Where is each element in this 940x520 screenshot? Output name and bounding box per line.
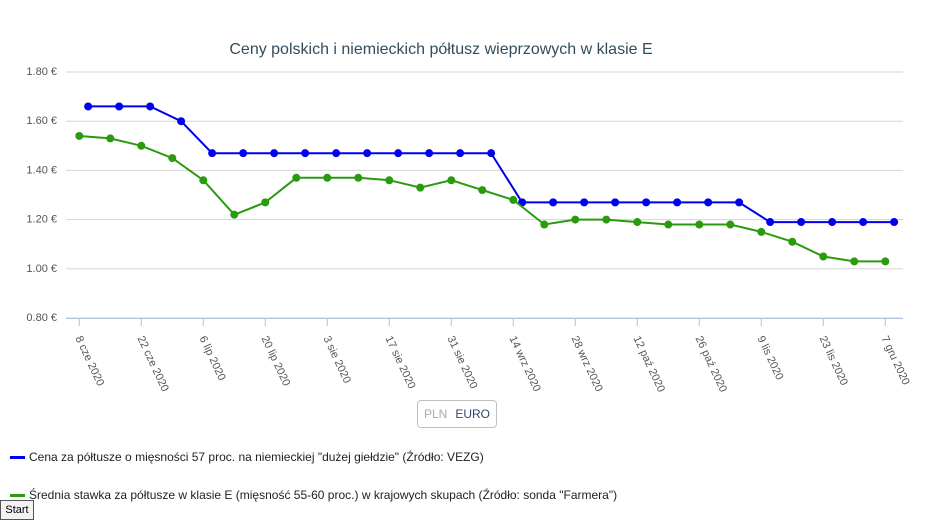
legend-swatch-blue xyxy=(10,455,25,459)
data-point xyxy=(859,218,868,227)
y-tick-label: 1.20 € xyxy=(26,214,57,226)
series-farmer xyxy=(75,131,890,266)
data-point xyxy=(673,198,682,207)
data-point xyxy=(611,198,620,207)
data-point xyxy=(106,134,115,143)
series-line xyxy=(79,135,886,263)
data-point xyxy=(301,149,310,158)
grid-layer xyxy=(66,71,903,319)
data-point xyxy=(704,198,713,207)
data-point xyxy=(580,198,589,207)
data-point xyxy=(385,176,394,185)
data-point xyxy=(115,102,124,111)
series-layer xyxy=(75,102,899,266)
data-point xyxy=(890,218,899,227)
x-tick-label: 12 paź 2020 xyxy=(631,334,667,394)
x-tick-label: 17 sie 2020 xyxy=(383,334,418,391)
data-point xyxy=(447,176,456,185)
data-point xyxy=(487,149,496,158)
data-point xyxy=(509,195,518,204)
x-tick-label: 20 lip 2020 xyxy=(259,334,293,388)
data-point xyxy=(146,102,155,111)
x-tick-label: 31 sie 2020 xyxy=(445,334,480,391)
y-tick-label: 1.40 € xyxy=(26,164,57,176)
data-point xyxy=(726,220,735,229)
x-tick-label: 3 sie 2020 xyxy=(321,334,353,385)
x-tick-label: 6 lip 2020 xyxy=(197,334,228,382)
legend-item-farmer[interactable]: Średnia stawka za półtusze w klasie E (m… xyxy=(10,488,617,502)
series-line xyxy=(88,105,895,224)
data-point xyxy=(168,154,177,163)
y-tick-label: 1.60 € xyxy=(26,115,57,127)
legend-item-vezg[interactable]: Cena za półtusze o mięsności 57 proc. na… xyxy=(10,450,484,464)
x-tick-label: 9 lis 2020 xyxy=(755,334,786,382)
data-point xyxy=(177,117,186,126)
data-point xyxy=(354,173,363,182)
x-tick-label: 23 lis 2020 xyxy=(817,334,850,387)
data-point xyxy=(456,149,465,158)
x-tick-label: 7 gru 2020 xyxy=(879,334,912,387)
data-point xyxy=(208,149,217,158)
data-point xyxy=(571,215,580,224)
series-vezg xyxy=(84,102,899,227)
data-point xyxy=(84,102,93,111)
x-tick-label: 14 wrz 2020 xyxy=(507,334,543,393)
x-tick-label: 8 cze 2020 xyxy=(73,334,107,388)
currency-option-euro[interactable]: EURO xyxy=(455,407,491,421)
data-point xyxy=(239,149,248,158)
data-point xyxy=(332,149,341,158)
axis-layer: 0.80 € 1.00 € 1.20 € 1.40 € 1.60 € 1.80 € 8 cz… xyxy=(26,66,911,394)
data-point xyxy=(261,198,270,207)
data-point xyxy=(828,218,837,227)
y-tick-label: 0.80 € xyxy=(26,312,57,324)
data-point xyxy=(766,218,775,227)
currency-toggle: PLN EURO xyxy=(417,400,498,428)
data-point xyxy=(425,149,434,158)
x-tick-label: 22 cze 2020 xyxy=(135,334,171,393)
data-point xyxy=(757,227,766,236)
data-point xyxy=(270,149,279,158)
data-point xyxy=(137,141,146,150)
data-point xyxy=(394,149,403,158)
data-point xyxy=(664,220,673,229)
data-point xyxy=(602,215,611,224)
data-point xyxy=(363,149,372,158)
data-point xyxy=(540,220,549,229)
legend-label-vezg: Cena za półtusze o mięsności 57 proc. na… xyxy=(29,450,484,464)
data-point xyxy=(633,218,642,227)
data-point xyxy=(323,173,332,182)
currency-option-pln[interactable]: PLN xyxy=(424,407,448,421)
y-tick-label: 1.80 € xyxy=(26,66,57,78)
data-point xyxy=(881,257,890,266)
data-point xyxy=(292,173,301,182)
legend-swatch-green xyxy=(10,493,25,497)
x-tick-label: 28 wrz 2020 xyxy=(569,334,605,393)
data-point xyxy=(819,252,828,261)
x-tick-label: 26 paź 2020 xyxy=(693,334,729,394)
data-point xyxy=(788,237,797,246)
data-point xyxy=(199,176,208,185)
data-point xyxy=(642,198,651,207)
data-point xyxy=(416,183,425,192)
chart-title: Ceny polskich i niemieckich półtusz wiep… xyxy=(229,41,652,58)
data-point xyxy=(735,198,744,207)
legend-label-farmer: Średnia stawka za półtusze w klasie E (m… xyxy=(29,488,618,502)
data-point xyxy=(478,186,487,195)
data-point xyxy=(695,220,704,229)
data-point xyxy=(230,210,239,219)
y-tick-label: 1.00 € xyxy=(26,263,57,275)
data-point xyxy=(75,131,84,140)
data-point xyxy=(850,257,859,266)
data-point xyxy=(549,198,558,207)
data-point xyxy=(797,218,806,227)
start-button[interactable]: Start xyxy=(0,500,34,520)
